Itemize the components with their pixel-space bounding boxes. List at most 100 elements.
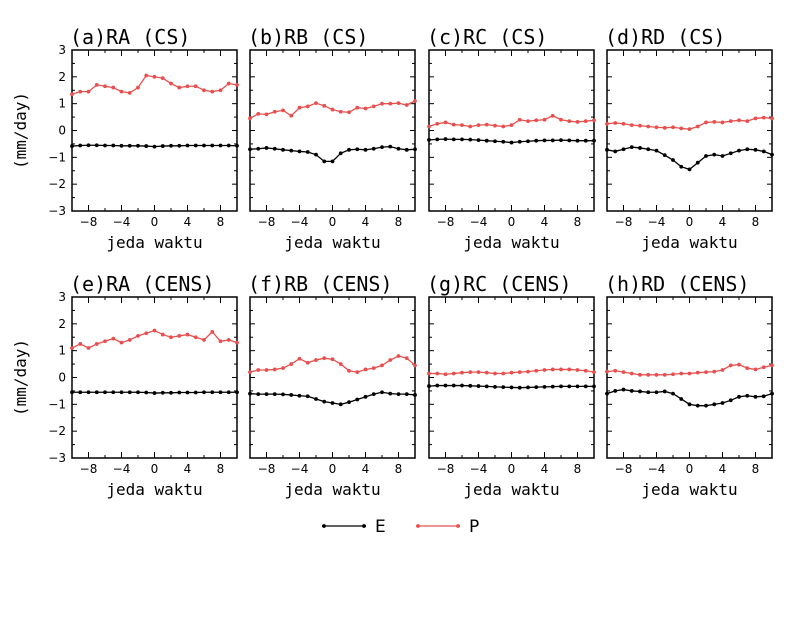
data-point-P <box>583 368 588 373</box>
data-point-P <box>314 358 318 362</box>
data-point-P <box>728 363 733 368</box>
data-point-P <box>338 362 343 366</box>
data-point-P <box>305 360 310 365</box>
data-point-E <box>737 394 741 399</box>
data-point-P <box>355 105 360 110</box>
data-point-E <box>371 146 376 151</box>
data-point-E <box>388 391 393 396</box>
x-tick-label: 0 <box>508 462 516 476</box>
data-point-E <box>103 390 107 395</box>
data-point-E <box>330 401 335 405</box>
data-point-P <box>103 339 107 344</box>
data-point-P <box>575 368 580 372</box>
data-point-P <box>322 103 327 108</box>
x-tick-label: 0 <box>508 215 516 229</box>
data-point-P <box>94 82 99 87</box>
data-point-P <box>248 370 252 375</box>
data-point-E <box>119 390 124 395</box>
x-tick-label: −4 <box>648 215 666 229</box>
data-point-E <box>177 390 182 395</box>
data-point-P <box>646 124 651 129</box>
data-point-E <box>256 146 261 151</box>
data-point-P <box>575 120 580 124</box>
data-point-P <box>169 81 173 86</box>
legend-marker <box>416 524 420 528</box>
data-point-P <box>380 363 384 368</box>
data-point-P <box>613 121 618 125</box>
data-point-P <box>704 120 708 125</box>
data-point-E <box>363 147 368 152</box>
data-point-E <box>753 147 758 152</box>
data-point-E <box>761 394 766 399</box>
data-point-P <box>720 368 725 372</box>
data-point-P <box>218 88 223 93</box>
data-point-E <box>305 150 310 154</box>
data-point-P <box>396 101 401 106</box>
data-point-E <box>218 390 223 395</box>
data-point-E <box>136 143 140 148</box>
panel-6: (f)RB (CENS) −8 −4 0 4 8 jeda waktu <box>248 272 417 499</box>
y-tick-label: 2 <box>58 70 66 84</box>
panel-title: (g)RC (CENS) <box>427 272 572 296</box>
data-point-E <box>605 391 609 396</box>
data-point-E <box>169 143 173 148</box>
data-point-P <box>144 73 149 78</box>
data-point-P <box>264 368 269 372</box>
data-point-P <box>256 368 261 372</box>
data-point-P <box>103 84 107 89</box>
x-tick-label: 0 <box>151 215 159 229</box>
data-point-P <box>202 88 206 93</box>
x-axis-label: jeda waktu <box>463 233 559 252</box>
data-point-P <box>753 116 758 121</box>
data-point-E <box>226 143 231 148</box>
data-point-E <box>484 138 489 143</box>
data-point-E <box>550 138 555 143</box>
data-point-E <box>210 143 215 148</box>
series-E <box>70 143 239 149</box>
data-point-P <box>127 91 132 95</box>
panel-title: (f)RB (CENS) <box>248 272 393 296</box>
series-P <box>605 115 774 132</box>
data-point-E <box>662 153 667 158</box>
data-point-E <box>210 390 215 395</box>
data-point-P <box>248 116 252 121</box>
x-tick-label: −8 <box>615 462 633 476</box>
data-point-P <box>662 372 667 377</box>
data-point-E <box>177 143 182 148</box>
data-point-P <box>654 125 659 130</box>
data-point-E <box>720 401 725 405</box>
legend-item-P: P <box>416 517 479 537</box>
data-point-P <box>761 365 766 370</box>
panel-5: (e)RA (CENS) −3 −2 −1 0 1 2 3 −8 −4 0 4 8 jeda waktu (… <box>11 272 239 499</box>
data-point-E <box>119 143 124 148</box>
data-point-E <box>256 392 261 397</box>
data-point-E <box>70 390 74 395</box>
data-point-E <box>248 147 252 152</box>
data-point-E <box>111 390 116 395</box>
data-point-E <box>646 147 651 152</box>
data-point-E <box>517 385 522 390</box>
data-point-P <box>371 366 376 371</box>
data-point-E <box>745 147 750 152</box>
data-point-E <box>493 139 497 144</box>
data-point-E <box>226 390 231 395</box>
series-P <box>248 99 417 121</box>
data-point-P <box>517 370 522 375</box>
legend-marker <box>322 524 326 528</box>
data-point-E <box>575 138 580 143</box>
data-point-P <box>629 371 634 376</box>
data-point-P <box>193 84 198 89</box>
data-point-P <box>380 101 384 106</box>
plot-frame <box>71 296 238 459</box>
data-point-E <box>476 138 481 143</box>
data-point-P <box>559 367 563 372</box>
legend-label: P <box>469 517 479 537</box>
data-point-P <box>679 371 684 376</box>
data-point-E <box>468 383 473 388</box>
x-tick-label: 0 <box>329 215 337 229</box>
data-point-E <box>559 138 563 143</box>
data-point-P <box>435 121 440 126</box>
x-tick-label: 4 <box>362 462 370 476</box>
data-point-P <box>427 124 431 129</box>
data-point-E <box>413 147 417 152</box>
